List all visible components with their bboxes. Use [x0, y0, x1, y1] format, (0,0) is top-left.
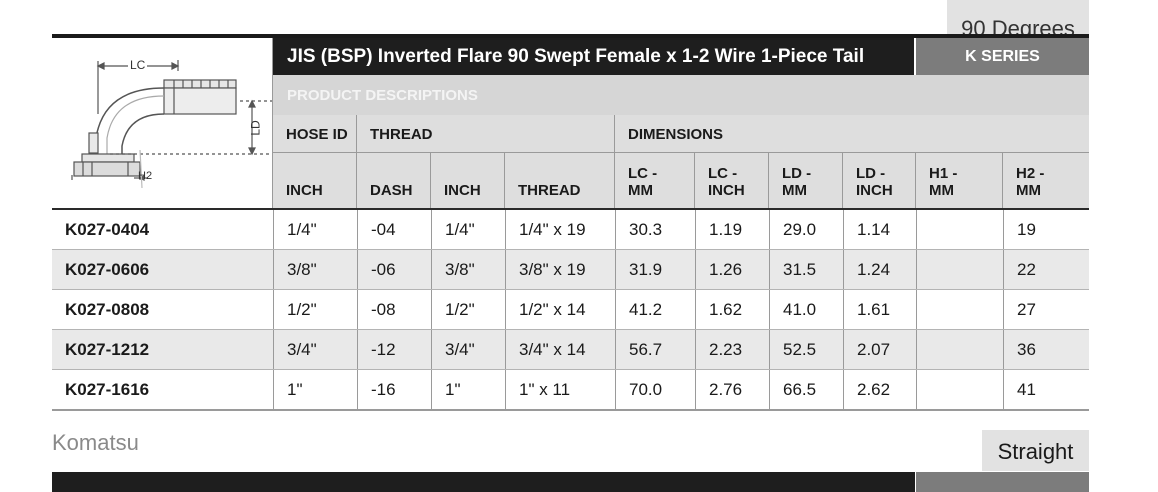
ld-inch-cell: 2.62 [843, 370, 916, 409]
table-row: K027-0808 1/2" -08 1/2" 1/2" x 14 41.2 1… [52, 290, 1089, 330]
ld-mm-cell: 41.0 [769, 290, 843, 329]
dimensions-header: DIMENSIONS [615, 115, 1089, 153]
part-number: K027-0808 [65, 300, 150, 319]
header-divider [915, 153, 916, 208]
table-row: K027-0404 1/4" -04 1/4" 1/4" x 19 30.3 1… [52, 210, 1089, 250]
dash-cell: -16 [357, 370, 431, 409]
header-divider [614, 115, 615, 208]
header-divider [430, 153, 431, 208]
col-h1-mm: H1 - MM [916, 153, 1002, 208]
hose-id-header: HOSE ID [273, 115, 356, 153]
section-tab-straight: Straight [982, 430, 1089, 471]
lc-mm-cell: 30.3 [615, 210, 695, 249]
ld-mm-cell: 66.5 [769, 370, 843, 409]
thread-inch-cell: 1/2" [431, 290, 505, 329]
thread-inch-cell: 3/8" [431, 250, 505, 289]
col-lc-inch: LC - INCH [695, 153, 768, 208]
h2-mm-cell: 19 [1003, 210, 1089, 249]
thread-inch-cell: 1/4" [431, 210, 505, 249]
col-lc-mm: LC - MM [615, 153, 694, 208]
table-row: K027-1212 3/4" -12 3/4" 3/4" x 14 56.7 2… [52, 330, 1089, 370]
lc-inch-cell: 2.23 [695, 330, 769, 369]
h1-mm-cell [916, 290, 1003, 329]
lc-mm-cell: 31.9 [615, 250, 695, 289]
header-divider [356, 115, 357, 208]
h1-mm-cell [916, 330, 1003, 369]
hose-inch-cell: 3/8" [273, 250, 357, 289]
header-divider [694, 153, 695, 208]
h2-mm-cell: 41 [1003, 370, 1089, 409]
lc-mm-cell: 70.0 [615, 370, 695, 409]
ld-mm-cell: 29.0 [769, 210, 843, 249]
table-row: K027-0606 3/8" -06 3/8" 3/8" x 19 31.9 1… [52, 250, 1089, 290]
col-ld-mm: LD - MM [769, 153, 842, 208]
lc-dimension-label: LC [128, 58, 148, 72]
ld-inch-cell: 2.07 [843, 330, 916, 369]
col-thread: THREAD [505, 153, 614, 208]
hose-inch-cell: 1" [273, 370, 357, 409]
hose-inch-cell: 1/4" [273, 210, 357, 249]
header-divider [504, 153, 505, 208]
h2-mm-cell: 27 [1003, 290, 1089, 329]
h1-mm-cell [916, 210, 1003, 249]
part-number: K027-0606 [65, 260, 150, 279]
elbow-fitting-drawing [71, 60, 272, 189]
ld-mm-cell: 31.5 [769, 250, 843, 289]
thread-cell: 3/4" x 14 [505, 330, 615, 369]
col-hose-inch: INCH [273, 153, 356, 208]
h2-dimension-label: H2 [138, 170, 153, 182]
lc-mm-cell: 56.7 [615, 330, 695, 369]
thread-cell: 1/2" x 14 [505, 290, 615, 329]
fitting-diagram: LC LD H2 [52, 38, 273, 208]
lc-inch-cell: 1.19 [695, 210, 769, 249]
ld-mm-cell: 52.5 [769, 330, 843, 369]
top-divider [52, 34, 1089, 38]
col-h2-mm: H2 - MM [1003, 153, 1089, 208]
brand-section-label: Komatsu [52, 430, 139, 455]
thread-cell: 1/4" x 19 [505, 210, 615, 249]
h1-mm-cell [916, 370, 1003, 409]
next-series-bar [916, 472, 1089, 492]
part-number: K027-0404 [65, 220, 150, 239]
part-number: K027-1616 [65, 380, 150, 399]
thread-inch-cell: 3/4" [431, 330, 505, 369]
hose-inch-cell: 3/4" [273, 330, 357, 369]
ld-inch-cell: 1.61 [843, 290, 916, 329]
ld-inch-cell: 1.24 [843, 250, 916, 289]
product-title: JIS (BSP) Inverted Flare 90 Swept Female… [273, 38, 914, 75]
product-descriptions-label: PRODUCT DESCRIPTIONS [273, 75, 1089, 115]
col-thread-inch: INCH [431, 153, 504, 208]
ld-dimension-label: LD [248, 120, 263, 136]
col-dash: DASH [357, 153, 430, 208]
part-number: K027-1212 [65, 340, 150, 359]
col-ld-inch: LD - INCH [843, 153, 915, 208]
ld-inch-cell: 1.14 [843, 210, 916, 249]
section-tab-90-degrees: 90 Degrees [947, 0, 1089, 34]
h1-mm-cell [916, 250, 1003, 289]
series-badge: K SERIES [916, 38, 1089, 75]
header-divider [768, 153, 769, 208]
product-table-body: K027-0404 1/4" -04 1/4" 1/4" x 19 30.3 1… [52, 208, 1089, 411]
lc-inch-cell: 1.26 [695, 250, 769, 289]
dash-cell: -08 [357, 290, 431, 329]
lc-inch-cell: 2.76 [695, 370, 769, 409]
h2-mm-cell: 22 [1003, 250, 1089, 289]
thread-inch-cell: 1" [431, 370, 505, 409]
table-row: K027-1616 1" -16 1" 1" x 11 70.0 2.76 66… [52, 370, 1089, 411]
thread-cell: 1" x 11 [505, 370, 615, 409]
next-title-bar [52, 472, 915, 492]
header-divider [1002, 153, 1003, 208]
lc-inch-cell: 1.62 [695, 290, 769, 329]
h2-mm-cell: 36 [1003, 330, 1089, 369]
header-divider [842, 153, 843, 208]
dash-cell: -06 [357, 250, 431, 289]
hose-inch-cell: 1/2" [273, 290, 357, 329]
lc-mm-cell: 41.2 [615, 290, 695, 329]
dash-cell: -12 [357, 330, 431, 369]
thread-cell: 3/8" x 19 [505, 250, 615, 289]
dash-cell: -04 [357, 210, 431, 249]
thread-header: THREAD [357, 115, 614, 153]
